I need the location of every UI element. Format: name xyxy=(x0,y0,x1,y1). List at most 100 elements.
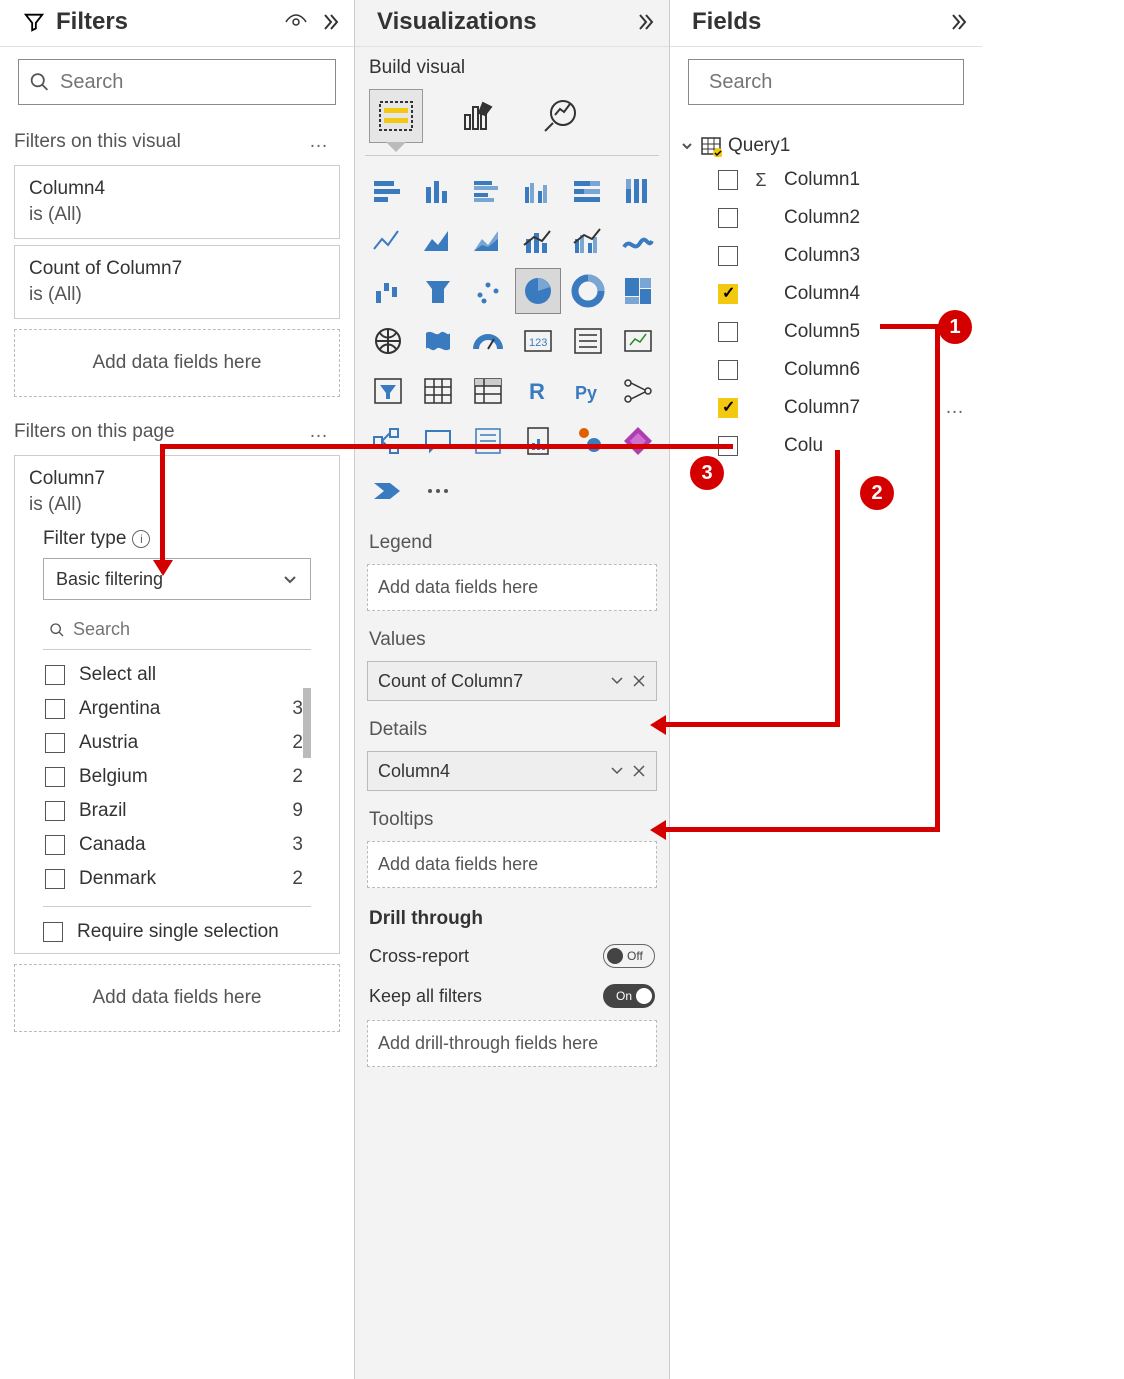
filter-values-search-input[interactable] xyxy=(73,619,305,640)
viz-donut[interactable] xyxy=(565,268,611,314)
details-pill[interactable]: Column4 xyxy=(367,751,657,791)
viz-filled-map[interactable] xyxy=(415,318,461,364)
checkbox[interactable] xyxy=(718,246,738,266)
viz-area[interactable] xyxy=(415,218,461,264)
checkbox[interactable] xyxy=(45,869,65,889)
keep-filters-toggle[interactable]: On xyxy=(603,984,655,1008)
checkbox[interactable] xyxy=(718,398,738,418)
scrollbar[interactable] xyxy=(303,688,311,758)
field-column1[interactable]: ΣColumn1 xyxy=(680,161,972,199)
filter-option[interactable]: Denmark2 xyxy=(43,862,311,896)
field-column3[interactable]: Column3 xyxy=(680,237,972,275)
checkbox[interactable] xyxy=(718,436,738,456)
filter-option[interactable]: Austria2 xyxy=(43,726,311,760)
viz-r[interactable]: R xyxy=(515,368,561,414)
drill-through-well[interactable]: Add drill-through fields here xyxy=(367,1020,657,1067)
filter-option[interactable]: Brazil9 xyxy=(43,794,311,828)
tooltips-well[interactable]: Add data fields here xyxy=(367,841,657,888)
field-column8[interactable]: Colu xyxy=(680,427,972,465)
filter-card-count-column7[interactable]: Count of Column7 is (All) xyxy=(14,245,340,319)
filters-search[interactable] xyxy=(18,59,336,105)
filter-option[interactable]: Argentina3 xyxy=(43,692,311,726)
filter-card-column4[interactable]: Column4 is (All) xyxy=(14,165,340,239)
viz-stacked-area[interactable] xyxy=(465,218,511,264)
more-icon[interactable]: … xyxy=(939,397,972,419)
viz-automate[interactable] xyxy=(365,468,411,514)
viz-powerapps[interactable] xyxy=(615,418,661,464)
viz-more[interactable] xyxy=(415,468,461,514)
viz-ribbon[interactable] xyxy=(615,218,661,264)
info-icon[interactable]: i xyxy=(132,530,150,548)
viz-treemap[interactable] xyxy=(615,268,661,314)
checkbox[interactable] xyxy=(718,284,738,304)
filter-option[interactable]: Select all xyxy=(43,658,311,692)
legend-well[interactable]: Add data fields here xyxy=(367,564,657,611)
viz-py[interactable]: Py xyxy=(565,368,611,414)
viz-funnel[interactable] xyxy=(415,268,461,314)
field-column6[interactable]: Column6 xyxy=(680,351,972,389)
viz-100-column[interactable] xyxy=(615,168,661,214)
fields-search[interactable] xyxy=(688,59,964,105)
remove-icon[interactable] xyxy=(632,674,646,688)
checkbox[interactable] xyxy=(45,767,65,787)
checkbox[interactable] xyxy=(718,360,738,380)
more-icon[interactable]: … xyxy=(303,131,336,153)
viz-matrix[interactable] xyxy=(465,368,511,414)
table-node[interactable]: Query1 xyxy=(680,131,972,161)
viz-decomposition[interactable] xyxy=(365,418,411,464)
viz-map[interactable] xyxy=(365,318,411,364)
viz-scatter[interactable] xyxy=(465,268,511,314)
viz-clustered-bar[interactable] xyxy=(465,168,511,214)
filter-type-select[interactable]: Basic filtering xyxy=(43,558,311,600)
viz-card[interactable]: 123 xyxy=(515,318,561,364)
viz-paginated[interactable] xyxy=(515,418,561,464)
checkbox[interactable] xyxy=(43,922,63,942)
chevron-down-icon[interactable] xyxy=(610,674,624,688)
viz-waterfall[interactable] xyxy=(365,268,411,314)
collapse-icon[interactable] xyxy=(318,10,342,34)
field-column7[interactable]: Column7… xyxy=(680,389,972,427)
page-filters-dropzone[interactable]: Add data fields here xyxy=(14,964,340,1032)
viz-clustered-column[interactable] xyxy=(515,168,561,214)
checkbox[interactable] xyxy=(718,170,738,190)
viz-pie[interactable] xyxy=(515,268,561,314)
field-column5[interactable]: Column5 xyxy=(680,313,972,351)
require-single-row[interactable]: Require single selection xyxy=(43,906,311,943)
checkbox[interactable] xyxy=(45,835,65,855)
field-column4[interactable]: Column4 xyxy=(680,275,972,313)
checkbox[interactable] xyxy=(718,208,738,228)
viz-key-influencers[interactable] xyxy=(615,368,661,414)
field-column2[interactable]: Column2 xyxy=(680,199,972,237)
viz-kpi[interactable] xyxy=(615,318,661,364)
viz-100-bar[interactable] xyxy=(565,168,611,214)
viz-table[interactable] xyxy=(415,368,461,414)
viz-line[interactable] xyxy=(365,218,411,264)
checkbox[interactable] xyxy=(45,699,65,719)
viz-line-clustered-col[interactable] xyxy=(565,218,611,264)
filters-search-input[interactable] xyxy=(60,71,325,94)
viz-slicer[interactable] xyxy=(365,368,411,414)
format-tab[interactable] xyxy=(451,89,505,143)
chevron-down-icon[interactable] xyxy=(610,764,624,778)
analytics-tab[interactable] xyxy=(533,89,587,143)
viz-qa[interactable] xyxy=(415,418,461,464)
fields-search-input[interactable] xyxy=(709,71,974,94)
values-pill[interactable]: Count of Column7 xyxy=(367,661,657,701)
page-filter-card[interactable]: Column7 is (All) Filter type i Basic fil… xyxy=(14,455,340,954)
checkbox[interactable] xyxy=(45,801,65,821)
filter-values-search[interactable] xyxy=(43,610,311,650)
remove-icon[interactable] xyxy=(632,764,646,778)
build-tab[interactable] xyxy=(369,89,423,143)
filter-option[interactable]: Belgium2 xyxy=(43,760,311,794)
cross-report-toggle[interactable]: Off xyxy=(603,944,655,968)
eye-icon[interactable] xyxy=(284,10,308,34)
more-icon[interactable]: … xyxy=(303,421,336,443)
viz-narrative[interactable] xyxy=(465,418,511,464)
viz-gauge[interactable] xyxy=(465,318,511,364)
viz-stacked-bar[interactable] xyxy=(365,168,411,214)
viz-line-stacked-col[interactable] xyxy=(515,218,561,264)
checkbox[interactable] xyxy=(718,322,738,342)
visual-filters-dropzone[interactable]: Add data fields here xyxy=(14,329,340,397)
collapse-icon[interactable] xyxy=(633,10,657,34)
checkbox[interactable] xyxy=(45,733,65,753)
